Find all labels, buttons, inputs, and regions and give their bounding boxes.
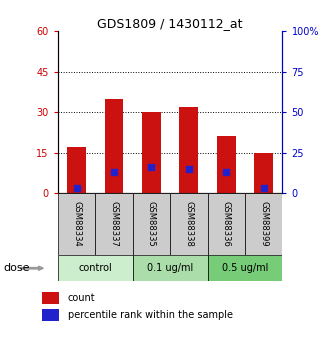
Bar (245, 193, 282, 255)
Bar (217, 136, 236, 193)
Bar (105, 99, 123, 193)
Bar (42, 309, 59, 321)
Bar (208, 255, 282, 281)
Text: GSM88336: GSM88336 (222, 201, 231, 247)
Text: count: count (68, 293, 95, 303)
Text: GSM88334: GSM88334 (72, 201, 81, 247)
Bar (254, 152, 273, 193)
Text: GSM88338: GSM88338 (184, 201, 193, 247)
Bar (179, 107, 198, 193)
Bar (133, 193, 170, 255)
Text: 0.1 ug/ml: 0.1 ug/ml (147, 263, 193, 273)
Bar (133, 255, 208, 281)
Bar (42, 292, 59, 304)
Bar (142, 112, 161, 193)
Bar (67, 147, 86, 193)
Bar (208, 193, 245, 255)
Text: control: control (78, 263, 112, 273)
Text: GSM88335: GSM88335 (147, 201, 156, 247)
Bar (58, 193, 95, 255)
Text: GSM88399: GSM88399 (259, 201, 268, 247)
Text: GSM88337: GSM88337 (109, 201, 118, 247)
Bar (58, 255, 133, 281)
Text: percentile rank within the sample: percentile rank within the sample (68, 310, 233, 320)
Bar (170, 193, 208, 255)
Text: dose: dose (3, 263, 30, 273)
Bar (95, 193, 133, 255)
Text: 0.5 ug/ml: 0.5 ug/ml (222, 263, 268, 273)
Title: GDS1809 / 1430112_at: GDS1809 / 1430112_at (97, 17, 243, 30)
